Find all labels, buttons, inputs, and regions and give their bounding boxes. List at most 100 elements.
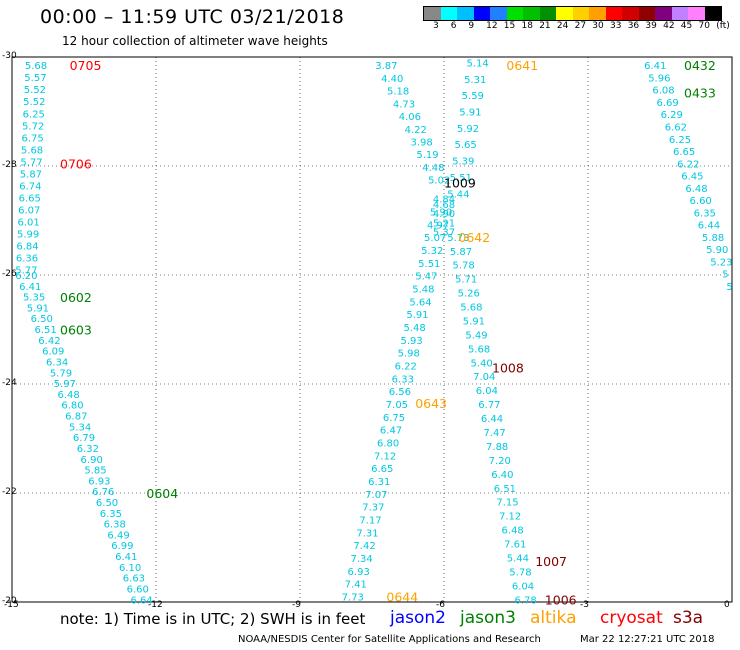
scale-swatch <box>490 7 507 20</box>
scale-swatch <box>704 7 721 20</box>
scale-label: 36 <box>627 21 640 31</box>
wave-height-value: 3.87 <box>375 61 397 72</box>
wave-height-value: 5.98 <box>398 349 420 360</box>
wave-height-value: 7.12 <box>374 451 396 462</box>
wave-height-value: 6.48 <box>685 184 707 195</box>
wave-height-value: 4.40 <box>381 74 403 85</box>
pass-label: 0644 <box>386 590 418 605</box>
x-tick-label: -6 <box>436 600 445 610</box>
scale-label: 45 <box>680 21 693 31</box>
wave-height-value: 5.93 <box>401 336 423 347</box>
wave-height-value: 6.60 <box>690 196 712 207</box>
wave-height-value: 6.44 <box>698 221 720 232</box>
wave-height-value: 6.51 <box>494 484 516 495</box>
wave-height-value: 5.77 <box>20 157 42 168</box>
wave-height-value: 6.50 <box>96 498 118 509</box>
wave-height-value: 5.34 <box>69 422 91 433</box>
scale-swatch <box>457 7 474 20</box>
pass-label: 0642 <box>458 230 490 245</box>
wave-height-value: 6.25 <box>669 135 691 146</box>
wave-height-value: 5.87 <box>450 247 472 258</box>
color-scale-labels: 3 6 9 12 15 18 21 24 27 30 33 36 39 42 45 70 (ft) <box>423 21 740 35</box>
wave-height-value: 7.05 <box>386 400 408 411</box>
wave-height-value: 5.44 <box>507 553 529 564</box>
y-tick-label: -22 <box>2 487 17 497</box>
wave-height-value: 6.01 <box>18 217 40 228</box>
wave-height-value: 6.25 <box>23 109 45 120</box>
pass-label: 0643 <box>415 396 447 411</box>
wave-height-value: 6.32 <box>77 444 99 455</box>
wave-height-value: 4.73 <box>393 99 415 110</box>
wave-height-value: 6.47 <box>380 426 402 437</box>
wave-height-value: 6.07 <box>18 205 40 216</box>
scale-label: 42 <box>663 21 675 31</box>
credit-text: NOAA/NESDIS Center for Satellite Applica… <box>238 634 541 645</box>
y-tick-label: -30 <box>2 51 17 61</box>
scale-swatch <box>556 7 573 20</box>
wave-height-value: 6.41 <box>19 282 41 293</box>
wave-height-value: 5.14 <box>466 58 488 69</box>
wave-height-value: 4.48 <box>422 163 444 174</box>
y-tick-label: -26 <box>2 269 17 279</box>
y-tick-label: -24 <box>2 378 17 388</box>
wave-height-value: 6.33 <box>392 374 414 385</box>
wave-height-value: 6.20 <box>15 271 37 282</box>
wave-height-value: 6.64 <box>130 595 152 606</box>
wave-height-value: 5.39 <box>452 157 474 168</box>
wave-height-value: 5.78 <box>452 261 474 272</box>
wave-height-value: 5.68 <box>460 303 482 314</box>
scale-swatch <box>572 7 589 20</box>
wave-height-value: 7.37 <box>362 503 384 514</box>
wave-height-value: 5.02 <box>428 176 450 187</box>
wave-height-value: 6.80 <box>61 401 83 412</box>
wave-height-value: 5.92 <box>457 124 479 135</box>
wave-height-value: 4.22 <box>405 125 427 136</box>
wave-height-value: 6.93 <box>348 567 370 578</box>
scale-swatch <box>473 7 490 20</box>
scale-swatch <box>671 7 688 20</box>
wave-height-value: 5.79 <box>50 368 72 379</box>
wave-height-value: 6.80 <box>377 439 399 450</box>
wave-height-value: 5.51 <box>418 259 440 270</box>
wave-height-value: 6.10 <box>119 563 141 574</box>
x-tick-label: -12 <box>148 600 163 610</box>
wave-height-value: 7.41 <box>345 580 367 591</box>
wave-height-value: 6.40 <box>491 470 513 481</box>
scale-label: 6 <box>450 21 457 31</box>
wave-height-value: 6.63 <box>123 574 145 585</box>
wave-height-value: 7.42 <box>353 541 375 552</box>
wave-height-value: 5.71 <box>455 275 477 286</box>
wave-height-value: 5.07 <box>424 233 446 244</box>
x-tick-label: -9 <box>292 600 301 610</box>
scale-swatch <box>638 7 655 20</box>
pass-label: 0433 <box>684 85 716 100</box>
wave-height-value: 6.41 <box>644 61 666 72</box>
wave-height-value: 5.44 <box>447 189 469 200</box>
wave-height-value: 4.97 <box>427 220 449 231</box>
wave-height-value: 5.49 <box>465 330 487 341</box>
wave-height-value: 5.32 <box>421 246 443 257</box>
wave-height-value: 6.65 <box>371 464 393 475</box>
wave-height-value: 6.48 <box>502 526 524 537</box>
scale-label: 15 <box>503 21 516 31</box>
wave-height-value: 6.41 <box>115 552 137 563</box>
wave-height-value: 7.07 <box>365 490 387 501</box>
wave-height-value: 6.45 <box>681 172 703 183</box>
wave-height-value: 5.40 <box>471 358 493 369</box>
wave-height-value: 5.99 <box>17 229 39 240</box>
wave-height-value: 5 <box>722 270 728 281</box>
wave-height-value: 5.90 <box>706 245 728 256</box>
wave-height-value: 6.75 <box>21 133 43 144</box>
wave-height-value: 5.65 <box>454 140 476 151</box>
wave-height-value: 5.31 <box>464 75 486 86</box>
scale-swatch <box>523 7 540 20</box>
wave-height-value: 5.68 <box>25 61 47 72</box>
wave-height-value: 4.90 <box>433 209 455 220</box>
wave-height-value: 6.48 <box>58 390 80 401</box>
scale-label: 33 <box>610 21 622 31</box>
wave-height-value: 7.15 <box>496 498 518 509</box>
wave-height-value: 6.08 <box>652 86 674 97</box>
wave-height-value: 6.34 <box>46 357 68 368</box>
wave-height-value: 5.57 <box>24 73 46 84</box>
wave-height-value: 5.73 <box>447 233 469 244</box>
